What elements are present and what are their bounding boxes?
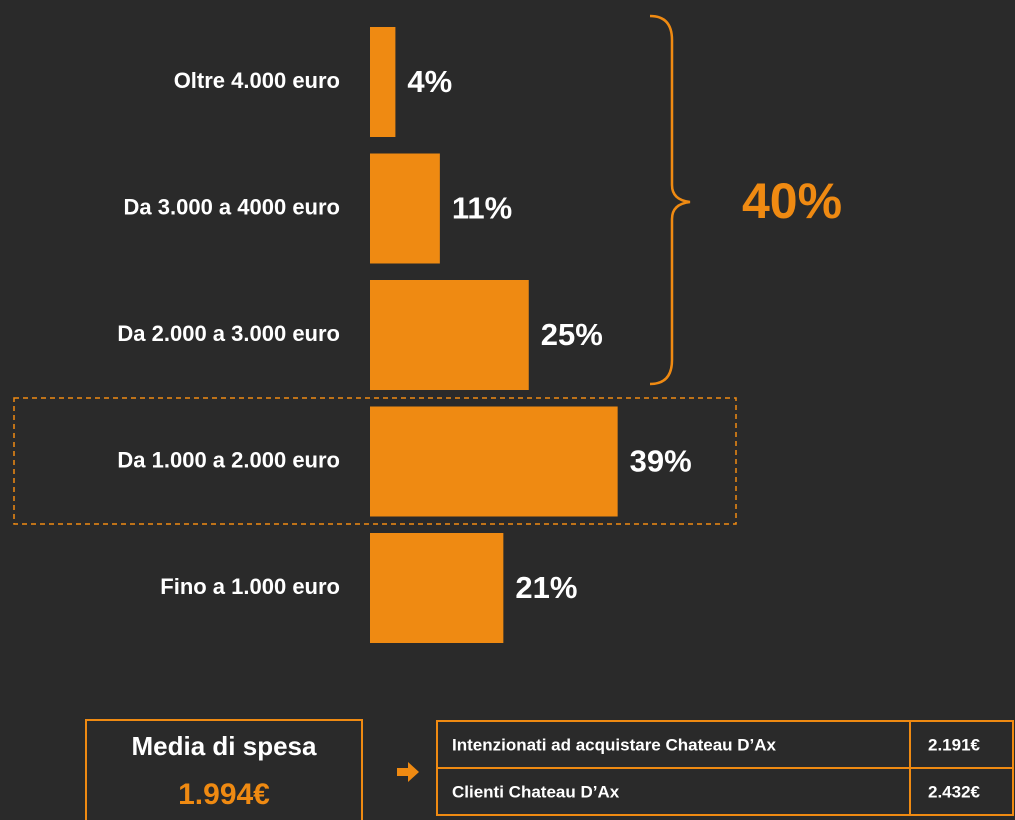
summary-title: Media di spesa bbox=[132, 731, 317, 761]
table-cell: Intenzionati ad acquistare Chateau D’Ax bbox=[452, 735, 777, 754]
value-label: 21% bbox=[515, 570, 577, 605]
bar bbox=[370, 280, 529, 390]
highlight-box bbox=[13, 397, 737, 525]
value-label: 11% bbox=[452, 191, 512, 226]
category-label: Da 3.000 a 4000 euro bbox=[124, 194, 340, 219]
table-cell: 2.432€ bbox=[928, 782, 981, 801]
bar bbox=[370, 27, 396, 137]
bar bbox=[370, 533, 504, 643]
category-label: Da 1.000 a 2.000 euro bbox=[117, 447, 340, 472]
table-cell: Clienti Chateau D’Ax bbox=[452, 782, 620, 801]
value-label: 39% bbox=[630, 444, 692, 479]
value-label: 4% bbox=[407, 64, 452, 99]
bracket-label: 40% bbox=[742, 173, 842, 229]
table: Intenzionati ad acquistare Chateau D’Ax … bbox=[436, 720, 1014, 816]
arrow bbox=[397, 762, 419, 782]
table-cell: 2.191€ bbox=[928, 735, 981, 754]
summary-box bbox=[85, 719, 363, 820]
summary-value: 1.994€ bbox=[178, 778, 270, 811]
category-label: Da 2.000 a 3.000 euro bbox=[117, 321, 340, 346]
bar bbox=[370, 153, 440, 264]
bracket bbox=[649, 14, 691, 386]
category-label: Fino a 1.000 euro bbox=[160, 574, 340, 599]
bar bbox=[370, 406, 618, 517]
category-label: Oltre 4.000 euro bbox=[174, 68, 340, 93]
value-label: 25% bbox=[541, 317, 603, 352]
